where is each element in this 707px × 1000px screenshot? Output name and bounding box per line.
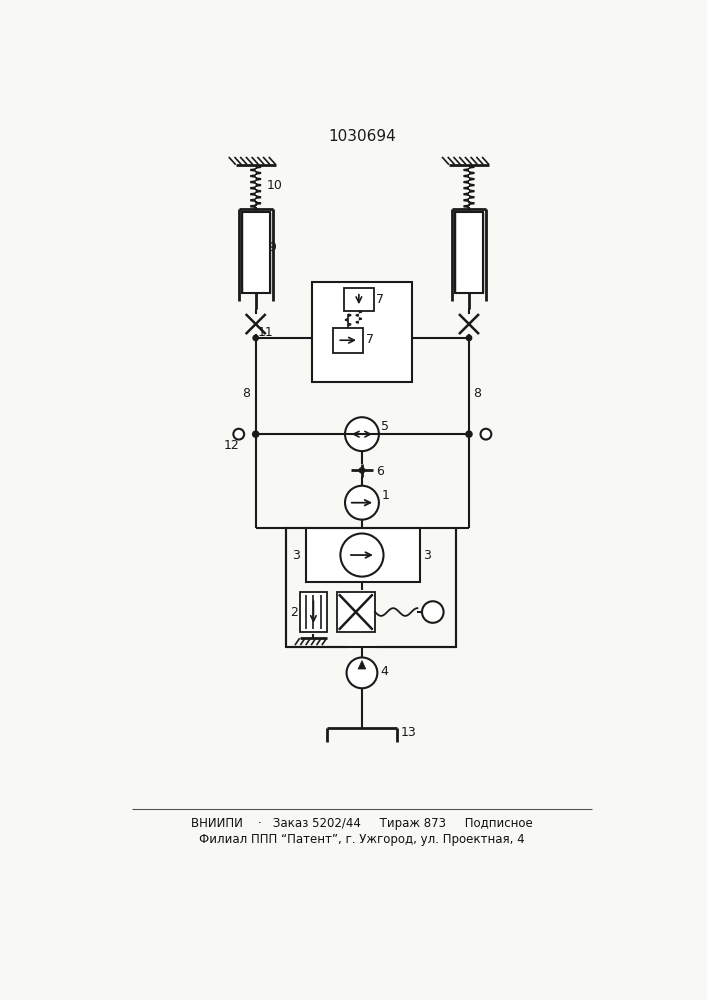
Text: 13: 13 [400, 726, 416, 739]
Circle shape [359, 468, 365, 473]
Text: 1: 1 [381, 489, 389, 502]
Text: 10: 10 [267, 179, 282, 192]
Text: 9: 9 [268, 241, 276, 254]
Bar [286, 528, 456, 647]
Text: 8: 8 [473, 387, 481, 400]
Circle shape [481, 429, 491, 440]
Circle shape [466, 431, 472, 437]
Text: 1030694: 1030694 [328, 129, 396, 144]
Text: 3: 3 [423, 549, 431, 562]
Circle shape [253, 335, 258, 341]
Circle shape [346, 657, 378, 688]
Text: Филиал ППП “Патент”, г. Ужгород, ул. Проектная, 4: Филиал ППП “Патент”, г. Ужгород, ул. Про… [199, 833, 525, 846]
Circle shape [233, 429, 244, 440]
Text: 11: 11 [258, 326, 274, 339]
Circle shape [422, 601, 443, 623]
Polygon shape [358, 661, 366, 669]
Bar [312, 282, 412, 382]
Text: 12: 12 [223, 439, 239, 452]
Bar [300, 592, 327, 632]
Text: 7: 7 [366, 333, 374, 346]
Text: ВНИИПИ    ·   Заказ 5202/44     Тираж 873     Подписное: ВНИИПИ · Заказ 5202/44 Тираж 873 Подписн… [191, 817, 533, 830]
Text: 5: 5 [381, 420, 389, 433]
Text: 4: 4 [380, 665, 388, 678]
Circle shape [340, 533, 383, 577]
Bar [344, 288, 373, 311]
Bar [337, 592, 375, 632]
Bar [242, 212, 269, 293]
Circle shape [345, 417, 379, 451]
Bar [455, 212, 483, 293]
Text: 8: 8 [242, 387, 250, 400]
Text: 2: 2 [291, 606, 298, 619]
Circle shape [467, 335, 472, 341]
Circle shape [345, 486, 379, 520]
Bar [333, 328, 363, 353]
Text: 6: 6 [376, 465, 384, 478]
Text: 7: 7 [376, 293, 384, 306]
Text: 3: 3 [292, 549, 300, 562]
Bar [305, 528, 420, 582]
Circle shape [252, 431, 259, 437]
